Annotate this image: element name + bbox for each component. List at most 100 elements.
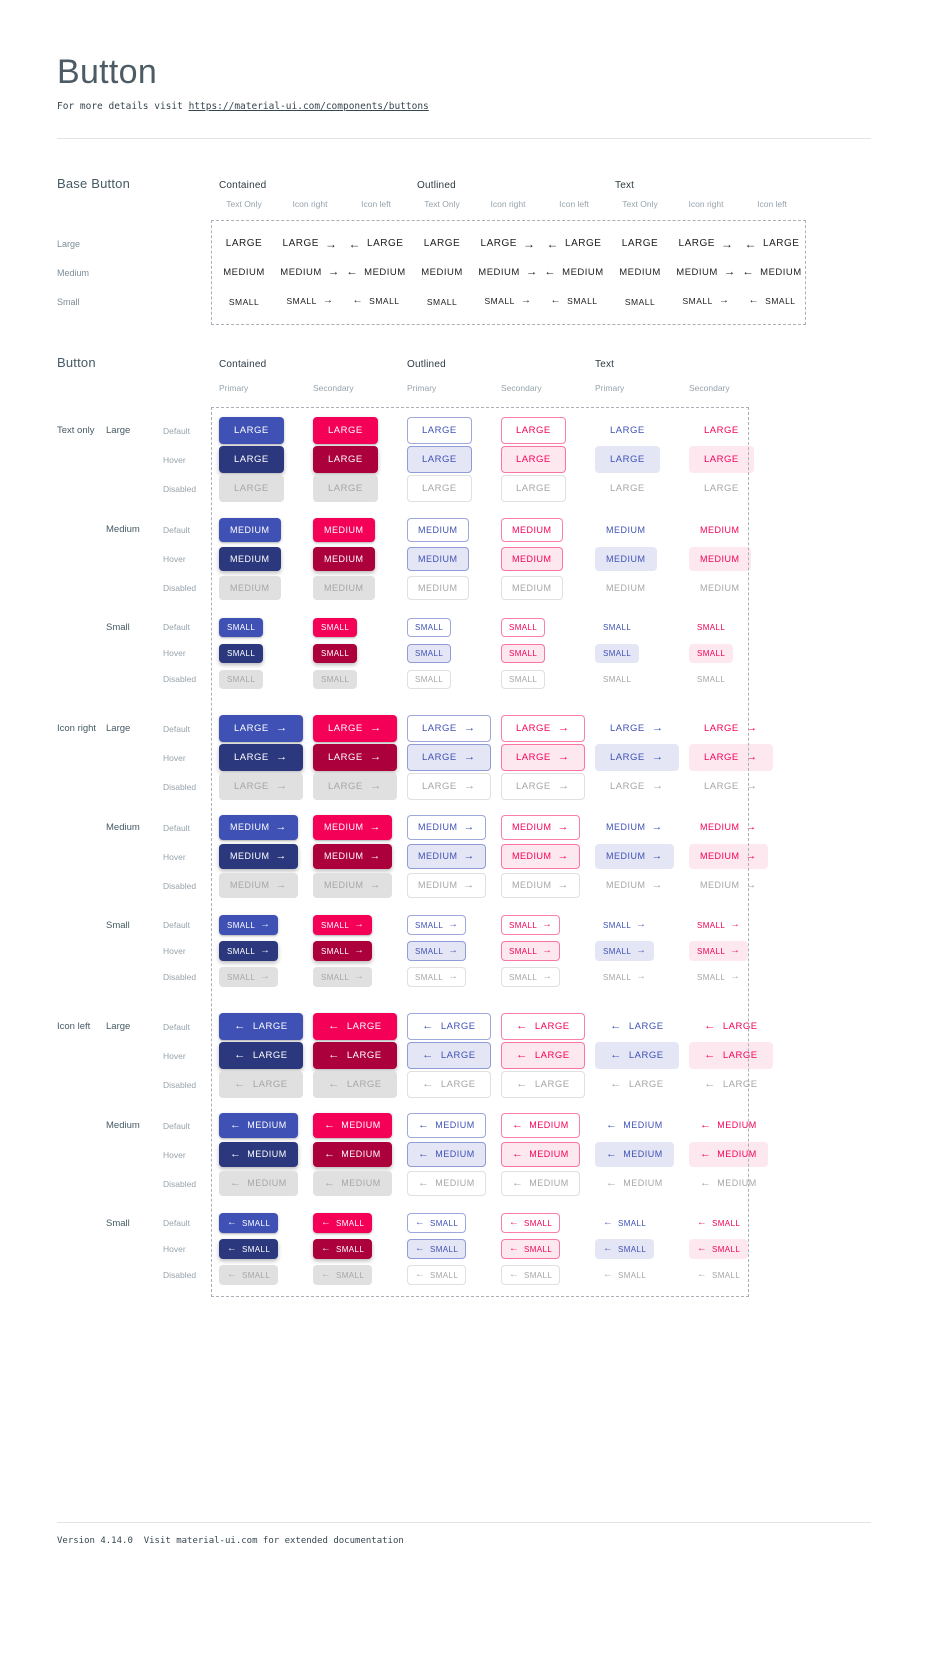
base-button-contained-text-small[interactable]: SMALL — [229, 297, 259, 307]
button-text-primary-small-default[interactable]: SMALL → — [595, 915, 654, 935]
button-contained-primary-large-hover[interactable]: LARGE — [219, 446, 284, 473]
base-button-text-icon-right-large[interactable]: LARGE → — [679, 238, 734, 250]
button-contained-primary-small-disabled[interactable]: SMALL → — [219, 967, 279, 987]
button-text-primary-medium-hover[interactable]: ← MEDIUM — [595, 1142, 674, 1167]
button-outlined-primary-medium-default[interactable]: MEDIUM — [407, 517, 469, 542]
button-outlined-primary-large-default[interactable]: LARGE — [407, 417, 472, 444]
button-outlined-primary-medium-default[interactable]: ← MEDIUM — [407, 1113, 486, 1138]
button-outlined-primary-large-hover[interactable]: LARGE → — [407, 743, 491, 772]
button-outlined-primary-medium-default[interactable]: MEDIUM → — [407, 815, 486, 840]
button-outlined-primary-medium-hover[interactable]: ← MEDIUM — [407, 1142, 486, 1167]
button-text-secondary-medium-disabled[interactable]: ← MEDIUM — [689, 1171, 768, 1196]
base-button-text-icon-right-small[interactable]: SMALL → — [682, 296, 729, 307]
button-contained-secondary-small-hover[interactable]: SMALL — [313, 643, 358, 663]
button-contained-primary-small-hover[interactable]: SMALL — [219, 643, 264, 663]
button-contained-secondary-medium-default[interactable]: MEDIUM — [313, 517, 375, 542]
button-outlined-secondary-medium-default[interactable]: ← MEDIUM — [501, 1113, 580, 1138]
button-contained-primary-large-default[interactable]: LARGE — [219, 417, 284, 444]
base-button-outlined-icon-right-medium[interactable]: MEDIUM → — [478, 266, 537, 278]
button-text-secondary-large-hover[interactable]: LARGE → — [689, 743, 773, 772]
button-contained-primary-small-disabled[interactable]: ← SMALL — [219, 1265, 279, 1285]
button-contained-primary-large-default[interactable]: ← LARGE — [219, 1012, 303, 1041]
button-outlined-secondary-small-hover[interactable]: ← SMALL — [501, 1239, 561, 1259]
button-text-primary-large-disabled[interactable]: LARGE — [595, 475, 660, 502]
button-contained-secondary-small-default[interactable]: SMALL → — [313, 915, 373, 935]
button-text-primary-large-default[interactable]: LARGE — [595, 417, 660, 444]
button-contained-primary-small-hover[interactable]: ← SMALL — [219, 1239, 279, 1259]
button-outlined-primary-small-disabled[interactable]: ← SMALL — [407, 1265, 467, 1285]
base-button-contained-icon-left-small[interactable]: ← SMALL — [352, 296, 399, 307]
button-text-primary-large-disabled[interactable]: LARGE → — [595, 773, 679, 800]
button-text-secondary-large-default[interactable]: LARGE — [689, 417, 754, 444]
button-text-secondary-medium-default[interactable]: MEDIUM — [689, 518, 751, 542]
button-text-secondary-large-disabled[interactable]: LARGE — [689, 475, 754, 502]
button-contained-primary-large-disabled[interactable]: ← LARGE — [219, 1070, 303, 1099]
button-contained-secondary-large-disabled[interactable]: LARGE — [313, 475, 378, 502]
button-contained-primary-medium-default[interactable]: ← MEDIUM — [219, 1113, 298, 1138]
button-text-primary-medium-default[interactable]: MEDIUM — [595, 518, 657, 542]
button-contained-secondary-small-default[interactable]: SMALL — [313, 617, 358, 637]
button-outlined-secondary-large-disabled[interactable]: ← LARGE — [501, 1070, 585, 1099]
docs-link[interactable]: https://material-ui.com/components/butto… — [188, 101, 429, 112]
button-text-primary-medium-disabled[interactable]: MEDIUM → — [595, 873, 674, 898]
button-contained-primary-medium-disabled[interactable]: ← MEDIUM — [219, 1171, 298, 1196]
button-contained-secondary-medium-disabled[interactable]: ← MEDIUM — [313, 1171, 392, 1196]
base-button-outlined-icon-left-medium[interactable]: ← MEDIUM — [544, 266, 603, 278]
button-text-primary-small-hover[interactable]: SMALL → — [595, 941, 655, 961]
button-text-secondary-large-disabled[interactable]: LARGE → — [689, 773, 773, 800]
button-text-secondary-small-disabled[interactable]: ← SMALL — [689, 1265, 748, 1285]
button-outlined-secondary-medium-default[interactable]: MEDIUM → — [501, 815, 580, 840]
button-outlined-primary-small-hover[interactable]: SMALL → — [407, 941, 467, 961]
button-contained-secondary-large-hover[interactable]: LARGE — [313, 446, 378, 473]
button-contained-secondary-medium-disabled[interactable]: MEDIUM — [313, 575, 375, 600]
button-text-primary-medium-disabled[interactable]: ← MEDIUM — [595, 1171, 674, 1196]
button-outlined-primary-large-disabled[interactable]: ← LARGE — [407, 1070, 491, 1099]
base-button-outlined-icon-left-small[interactable]: ← SMALL — [550, 296, 597, 307]
button-text-secondary-medium-default[interactable]: MEDIUM → — [689, 815, 768, 840]
button-outlined-secondary-medium-disabled[interactable]: MEDIUM — [501, 575, 563, 600]
button-text-secondary-medium-disabled[interactable]: MEDIUM — [689, 576, 751, 600]
button-outlined-primary-large-hover[interactable]: ← LARGE — [407, 1041, 491, 1070]
button-outlined-secondary-small-disabled[interactable]: SMALL → — [501, 967, 561, 987]
base-button-contained-text-medium[interactable]: MEDIUM — [223, 267, 265, 278]
button-outlined-primary-medium-hover[interactable]: MEDIUM — [407, 546, 469, 571]
button-text-secondary-small-disabled[interactable]: SMALL — [689, 670, 733, 689]
base-button-contained-icon-right-small[interactable]: SMALL → — [286, 296, 333, 307]
button-contained-primary-small-disabled[interactable]: SMALL — [219, 669, 264, 689]
button-text-secondary-large-disabled[interactable]: ← LARGE — [689, 1071, 773, 1098]
base-button-text-text-small[interactable]: SMALL — [625, 297, 655, 307]
button-text-primary-small-hover[interactable]: SMALL — [595, 643, 640, 663]
button-contained-secondary-small-hover[interactable]: ← SMALL — [313, 1239, 373, 1259]
button-text-primary-medium-default[interactable]: ← MEDIUM — [595, 1113, 674, 1138]
button-text-secondary-small-hover[interactable]: SMALL → — [689, 941, 749, 961]
button-contained-secondary-medium-hover[interactable]: ← MEDIUM — [313, 1142, 392, 1167]
button-outlined-primary-small-hover[interactable]: SMALL — [407, 643, 452, 663]
button-text-secondary-small-default[interactable]: SMALL — [689, 618, 733, 637]
button-outlined-secondary-medium-hover[interactable]: MEDIUM — [501, 546, 563, 571]
button-outlined-primary-large-disabled[interactable]: LARGE → — [407, 772, 491, 801]
button-contained-primary-medium-disabled[interactable]: MEDIUM — [219, 575, 281, 600]
button-outlined-secondary-small-default[interactable]: SMALL — [501, 617, 546, 637]
button-contained-secondary-large-default[interactable]: LARGE — [313, 417, 378, 444]
base-button-contained-icon-left-medium[interactable]: ← MEDIUM — [346, 266, 405, 278]
button-outlined-primary-large-disabled[interactable]: LARGE — [407, 475, 472, 502]
button-text-primary-medium-hover[interactable]: MEDIUM → — [595, 844, 674, 869]
button-contained-primary-medium-hover[interactable]: MEDIUM — [219, 546, 281, 571]
base-button-outlined-icon-right-large[interactable]: LARGE → — [481, 238, 536, 250]
button-outlined-primary-small-disabled[interactable]: SMALL — [407, 669, 452, 689]
base-button-contained-icon-left-large[interactable]: ← LARGE — [349, 238, 404, 250]
base-button-text-icon-left-large[interactable]: ← LARGE — [745, 238, 800, 250]
base-button-outlined-text-large[interactable]: LARGE — [424, 238, 460, 249]
button-contained-secondary-large-disabled[interactable]: ← LARGE — [313, 1070, 397, 1099]
base-button-text-text-medium[interactable]: MEDIUM — [619, 267, 661, 278]
button-text-primary-large-hover[interactable]: LARGE → — [595, 743, 679, 772]
button-contained-secondary-medium-default[interactable]: ← MEDIUM — [313, 1113, 392, 1138]
button-contained-primary-medium-default[interactable]: MEDIUM → — [219, 815, 298, 840]
button-text-secondary-large-hover[interactable]: LARGE — [689, 446, 754, 473]
button-text-secondary-medium-default[interactable]: ← MEDIUM — [689, 1113, 768, 1138]
button-contained-primary-large-hover[interactable]: LARGE → — [219, 743, 303, 772]
button-outlined-secondary-small-hover[interactable]: SMALL — [501, 643, 546, 663]
button-contained-secondary-medium-default[interactable]: MEDIUM → — [313, 815, 392, 840]
button-contained-primary-medium-disabled[interactable]: MEDIUM → — [219, 873, 298, 898]
button-contained-secondary-large-default[interactable]: ← LARGE — [313, 1012, 397, 1041]
